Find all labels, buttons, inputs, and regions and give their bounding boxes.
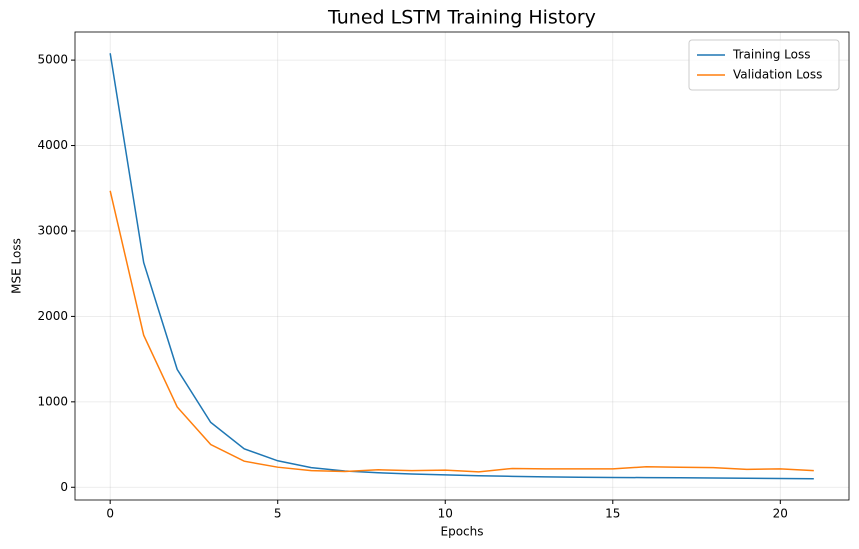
y-tick-label: 4000: [37, 138, 68, 152]
chart-title: Tuned LSTM Training History: [327, 7, 596, 29]
y-tick-label: 5000: [37, 53, 68, 67]
legend-label: Training Loss: [732, 48, 810, 62]
x-tick-label: 0: [106, 507, 114, 521]
x-tick-label: 20: [773, 507, 788, 521]
y-tick-label: 1000: [37, 394, 68, 408]
legend-box: [688, 39, 840, 91]
y-tick-label: 0: [60, 480, 68, 494]
x-axis-label: Epochs: [441, 525, 484, 539]
x-tick-label: 15: [605, 507, 620, 521]
plot-frame: [74, 31, 850, 501]
x-tick-label: 10: [438, 507, 453, 521]
y-tick-label: 2000: [37, 309, 68, 323]
y-tick-label: 3000: [37, 223, 68, 237]
y-axis-label: MSE Loss: [10, 238, 24, 294]
x-tick-label: 5: [274, 507, 282, 521]
legend-label: Validation Loss: [733, 68, 822, 82]
data-line: [109, 190, 814, 473]
data-line: [109, 53, 814, 480]
